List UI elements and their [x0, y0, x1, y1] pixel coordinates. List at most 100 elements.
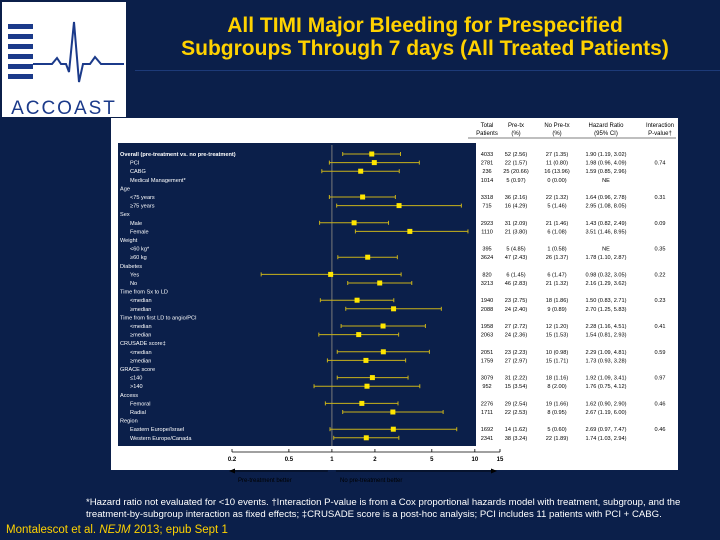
cell-total: 2923 [481, 221, 493, 227]
cell-hazard-ratio: 3.51 (1.46, 8.95) [585, 229, 626, 235]
cell-total: 820 [482, 272, 491, 278]
header-total: Patients [476, 131, 498, 137]
cell-nopretx: 16 (13.96) [544, 169, 570, 175]
cell-pretx: 5 (4.85) [506, 247, 525, 253]
hazard-ratio-point [360, 194, 366, 200]
cell-total: 2088 [481, 307, 493, 313]
x-tick-label: 5 [430, 457, 434, 463]
cell-hazard-ratio: NE [602, 178, 610, 184]
row-label: Weight [120, 238, 138, 244]
hazard-ratio-point [390, 409, 396, 415]
cell-nopretx: 26 (1.37) [546, 255, 569, 261]
cell-total: 3213 [481, 281, 493, 287]
cell-interaction-p: 0.46 [655, 401, 666, 407]
row-label: <median [130, 324, 152, 330]
cell-interaction-p: 0.09 [655, 221, 666, 227]
cell-pretx: 46 (2.83) [505, 281, 528, 287]
row-label: Female [130, 229, 149, 235]
cell-total: 2051 [481, 350, 493, 356]
header-pretx: Pre-tx [508, 123, 524, 129]
cell-hazard-ratio: 2.16 (1.29, 3.62) [585, 281, 626, 287]
cell-nopretx: 6 (1.08) [547, 229, 566, 235]
row-label: <60 kg* [130, 247, 150, 253]
cell-total: 2781 [481, 161, 493, 167]
cell-total: 1014 [481, 178, 493, 184]
cell-total: 1711 [481, 410, 493, 416]
cell-nopretx: 5 (1.46) [547, 204, 566, 210]
cell-nopretx: 0 (0.00) [547, 178, 566, 184]
left-arrow-icon [229, 468, 235, 474]
right-arrow-icon [491, 468, 497, 474]
cell-pretx: 15 (3.54) [505, 384, 528, 390]
cell-pretx: 31 (2.09) [505, 221, 528, 227]
row-label: Western Europe/Canada [130, 436, 192, 442]
cell-hazard-ratio: 1.64 (0.96, 2.78) [585, 195, 626, 201]
cell-nopretx: 12 (1.20) [546, 324, 569, 330]
x-tick-label: 0.2 [228, 457, 237, 463]
row-label: ≥median [130, 333, 151, 339]
cell-nopretx: 10 (0.98) [546, 350, 569, 356]
x-tick-label: 15 [497, 457, 504, 463]
cell-nopretx: 9 (0.89) [547, 307, 566, 313]
header-pretx: (%) [511, 131, 520, 137]
cell-pretx: 27 (2.72) [505, 324, 528, 330]
hazard-ratio-point [354, 297, 360, 303]
row-label: Sex [120, 212, 130, 218]
x-tick-label: 1 [330, 457, 334, 463]
cell-total: 1692 [481, 427, 493, 433]
cell-interaction-p: 0.41 [655, 324, 666, 330]
citation: Montalescot et al. NEJM 2013; epub Sept … [6, 524, 228, 536]
hazard-ratio-point [364, 383, 370, 389]
row-label: Age [120, 186, 130, 192]
cell-nopretx: 19 (1.66) [546, 401, 569, 407]
cell-hazard-ratio: 0.98 (0.32, 3.05) [585, 272, 626, 278]
citation-authors: Montalescot et al. [6, 524, 100, 536]
hazard-ratio-point [356, 332, 362, 338]
cell-interaction-p: 0.97 [655, 376, 666, 382]
cell-pretx: 23 (2.75) [505, 298, 528, 304]
cell-hazard-ratio: 1.43 (0.82, 2.49) [585, 221, 626, 227]
cell-total: 3079 [481, 376, 493, 382]
cell-nopretx: 22 (1.32) [546, 195, 569, 201]
cell-hazard-ratio: 1.76 (0.75, 4.12) [585, 384, 626, 390]
cell-pretx: 6 (1.45) [506, 272, 525, 278]
cell-hazard-ratio: 1.98 (0.96, 4.09) [585, 161, 626, 167]
cell-total: 1759 [481, 358, 493, 364]
row-label: ≥75 years [130, 204, 155, 210]
row-label: CRUSADE score‡ [120, 341, 166, 347]
row-label: PCI [130, 161, 140, 167]
cell-pretx: 25 (20.66) [503, 169, 529, 175]
cell-nopretx: 8 (2.00) [547, 384, 566, 390]
hazard-ratio-point [369, 151, 375, 157]
cell-pretx: 31 (2.22) [505, 376, 528, 382]
cell-hazard-ratio: 2.28 (1.16, 4.51) [585, 324, 626, 330]
row-label: Medical Management* [130, 178, 186, 184]
row-label: No [130, 281, 137, 287]
cell-pretx: 22 (1.57) [505, 161, 528, 167]
cell-interaction-p: 0.46 [655, 427, 666, 433]
slide-title-line1: All TIMI Major Bleeding for Prespecified [227, 14, 623, 37]
cell-hazard-ratio: 1.73 (0.93, 3.28) [585, 358, 626, 364]
row-label: Yes [130, 272, 139, 278]
row-label: Radial [130, 410, 146, 416]
hazard-ratio-point [391, 306, 397, 312]
cell-nopretx: 21 (1.32) [546, 281, 569, 287]
cell-pretx: 5 (0.97) [506, 178, 525, 184]
cell-interaction-p: 0.74 [655, 161, 666, 167]
citation-journal: NEJM [99, 524, 131, 536]
row-label: ≥60 kg [130, 255, 147, 261]
cell-nopretx: 6 (1.47) [547, 272, 566, 278]
hazard-ratio-point [380, 349, 386, 355]
row-label: <median [130, 298, 152, 304]
header-total: Total [481, 123, 494, 129]
right-arrow-label: No pre-treatment better [340, 478, 402, 484]
header-hazard-ratio: Hazard Ratio [588, 123, 624, 129]
cell-interaction-p: 0.35 [655, 247, 666, 253]
header-interaction-p: P-value† [648, 131, 672, 137]
cell-nopretx: 15 (1.53) [546, 333, 569, 339]
hazard-ratio-point [363, 435, 369, 441]
row-label: ≥median [130, 358, 151, 364]
footnote: *Hazard ratio not evaluated for <10 even… [86, 497, 681, 520]
hazard-ratio-point [359, 400, 365, 406]
cell-pretx: 24 (2.40) [505, 307, 528, 313]
